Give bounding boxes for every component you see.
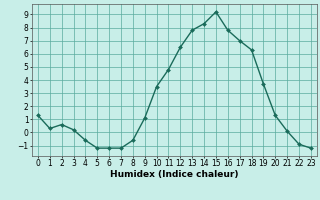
X-axis label: Humidex (Indice chaleur): Humidex (Indice chaleur) (110, 170, 239, 179)
